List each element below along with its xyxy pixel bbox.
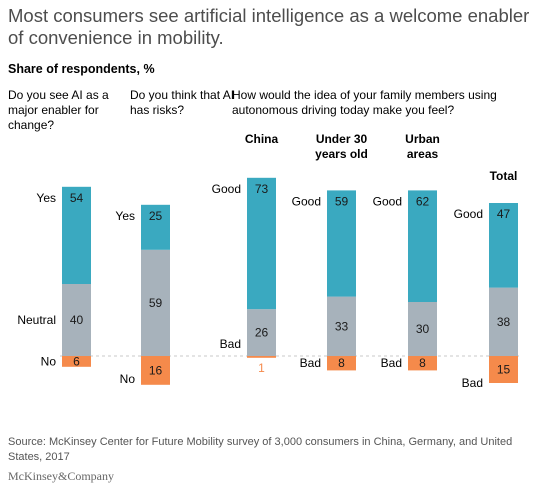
value-label-positive: 59 <box>335 194 349 208</box>
question-family-autonomous: How would the idea of your family member… <box>232 88 497 117</box>
bar-segment-neutral <box>408 302 437 356</box>
segment-label-negative: No <box>41 354 57 368</box>
category-label: Urban areas <box>405 132 440 161</box>
value-label-positive: 73 <box>255 182 269 196</box>
value-label-negative: 15 <box>497 363 511 377</box>
segment-label-positive: Yes <box>36 191 56 205</box>
bar-segment-positive <box>247 177 276 310</box>
bar-segment-positive <box>408 190 437 302</box>
bar-segment-positive <box>62 186 91 284</box>
category-label: Under 30 years old <box>315 132 368 161</box>
value-label-positive: 62 <box>416 194 430 208</box>
bar-segment-neutral <box>62 284 91 356</box>
value-label-negative: 8 <box>338 356 345 370</box>
bar-segment-negative <box>62 356 91 367</box>
value-label-positive: 54 <box>70 191 84 205</box>
bar-segment-negative <box>247 356 276 358</box>
value-label-negative: 16 <box>149 363 163 377</box>
segment-label-negative: Bad <box>220 337 241 351</box>
segment-label-negative: Bad <box>381 356 402 370</box>
segment-label-positive: Good <box>373 194 402 208</box>
brand-logo: McKinsey&Company <box>8 469 114 483</box>
value-label-neutral: 30 <box>416 322 430 336</box>
value-label-positive: 25 <box>149 209 163 223</box>
value-label-neutral: 40 <box>70 313 84 327</box>
chart-title: Most consumers see artificial intelligen… <box>8 5 530 48</box>
question-ai-risks: Do you think that AI has risks? <box>130 88 235 117</box>
value-label-neutral: 26 <box>255 326 269 340</box>
bar-segment-neutral <box>489 287 518 356</box>
value-label-positive: 47 <box>497 207 511 221</box>
bar-segment-negative <box>408 356 437 371</box>
value-label-negative: 1 <box>258 361 265 375</box>
value-label-neutral: 59 <box>149 296 163 310</box>
bar-segment-neutral <box>141 249 170 356</box>
chart-subtitle: Share of respondents, % <box>8 62 155 76</box>
bar-segment-positive <box>489 203 518 288</box>
segment-label-positive: Good <box>454 207 483 221</box>
value-label-neutral: 33 <box>335 319 349 333</box>
value-label-negative: 8 <box>419 356 426 370</box>
segment-label-neutral: Neutral <box>17 313 56 327</box>
bar-segment-neutral <box>327 296 356 356</box>
bar-segment-negative <box>141 356 170 385</box>
segment-label-negative: No <box>120 372 136 386</box>
bar-segment-negative <box>327 356 356 371</box>
category-label: China <box>245 132 279 146</box>
category-label: Total <box>490 169 518 183</box>
segment-label-positive: Good <box>292 194 321 208</box>
source-note: Source: McKinsey Center for Future Mobil… <box>8 436 513 463</box>
value-label-neutral: 38 <box>497 315 511 329</box>
bar-segment-positive <box>327 190 356 297</box>
bar-segment-neutral <box>247 309 276 356</box>
segment-label-positive: Yes <box>115 209 135 223</box>
bar-segment-negative <box>489 356 518 383</box>
stacked-bar-chart: 54 40 6 Yes Neutral No 25 59 16 Yes No 73 26 1 Good Bad… <box>17 132 522 390</box>
bar-segment-positive <box>141 204 170 250</box>
segment-label-negative: Bad <box>300 356 321 370</box>
value-label-negative: 6 <box>73 354 80 368</box>
segment-label-negative: Bad <box>462 376 483 390</box>
question-ai-enabler: Do you see AI as a major enabler for cha… <box>8 88 109 132</box>
segment-label-positive: Good <box>212 182 241 196</box>
